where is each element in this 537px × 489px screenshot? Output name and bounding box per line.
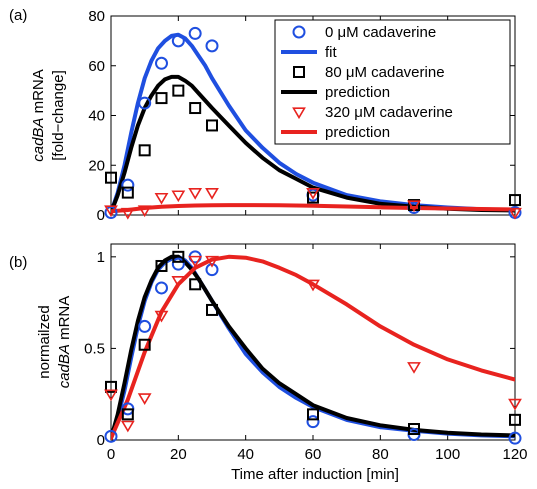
x-tick-label: 0 — [107, 446, 115, 463]
data-point-circle — [104, 206, 118, 220]
data-point-triangle-down — [154, 310, 169, 323]
y-axis-label: normailzed — [36, 305, 53, 378]
data-point-square — [206, 303, 218, 316]
data-point-circle — [188, 26, 202, 40]
panel-label: (a) — [9, 7, 27, 24]
data-point-circle — [508, 431, 522, 445]
data-point-square — [206, 119, 218, 132]
data-point-circle — [155, 56, 168, 70]
data-point-square — [105, 171, 117, 184]
plot-frame — [110, 243, 516, 441]
legend: 0 μM cadaverine fit 80 μM cadaverine predic… — [274, 19, 511, 145]
legend-label: 80 μM cadaverine — [325, 64, 445, 81]
data-point-square — [138, 338, 151, 351]
y-tick-label: 60 — [88, 58, 105, 75]
data-point-triangle-down — [188, 187, 203, 200]
legend-marker — [292, 107, 306, 120]
x-tick-label: 20 — [170, 446, 187, 463]
y-tick-label: 0 — [97, 207, 105, 224]
legend-label: 320 μM cadaverine — [325, 104, 453, 121]
data-point-triangle-down — [137, 393, 152, 405]
data-point-circle — [138, 319, 152, 333]
data-point-triangle-down — [205, 187, 219, 200]
y-tick-label: 80 — [88, 8, 105, 25]
legend-label: prediction — [325, 84, 390, 101]
legend-box — [274, 19, 511, 145]
y-tick-label: 0 — [97, 432, 105, 449]
data-point-triangle-down — [120, 420, 135, 433]
data-point-triangle-down — [137, 205, 152, 218]
data-point-triangle-down — [306, 187, 320, 200]
data-point-square — [121, 186, 134, 199]
data-point-circle — [306, 415, 320, 429]
data-point-triangle-down — [104, 389, 118, 402]
data-point-triangle-down — [120, 207, 135, 220]
data-point-circle — [104, 429, 118, 443]
series-line — [111, 203, 515, 214]
data-point-square — [509, 413, 521, 426]
data-point-circle — [155, 281, 168, 295]
y-axis-label: cadBA mRNA — [56, 296, 73, 389]
data-point-triangle-down — [171, 275, 186, 288]
data-point-square — [155, 259, 168, 272]
data-point-square — [172, 250, 185, 263]
legend-marker — [292, 25, 306, 39]
panel-b: 0 20 40 60 80 100 120 0 0.5 1 (b) normailzed cadBA m… — [9, 243, 528, 483]
series-group — [111, 32, 515, 215]
y-axis-label: cadBA mRNA — [30, 69, 47, 162]
data-point-square — [172, 84, 185, 97]
x-tick-label: 60 — [305, 446, 322, 463]
data-point-square — [155, 92, 168, 105]
y-tick-label: 0.5 — [84, 340, 105, 357]
y-axis-label: [fold−change] — [50, 70, 67, 161]
data-point-square — [307, 191, 319, 204]
series-group — [111, 254, 515, 440]
data-point-circle — [171, 257, 185, 271]
data-point-square — [509, 194, 521, 207]
data-point-triangle-down — [407, 362, 421, 374]
data-point-circle — [138, 96, 152, 110]
data-point-triangle-down — [188, 255, 203, 268]
legend-label: fit — [325, 44, 338, 61]
legend-label: prediction — [325, 124, 390, 141]
series-line — [111, 74, 515, 215]
data-point-square — [408, 423, 420, 436]
x-tick-label: 40 — [237, 446, 254, 463]
y-tick-label: 40 — [88, 108, 105, 125]
data-point-circle — [121, 178, 135, 192]
data-point-square — [138, 144, 151, 157]
x-tick-label: 120 — [502, 446, 527, 463]
data-point-triangle-down — [154, 192, 169, 205]
data-point-triangle-down — [104, 205, 118, 218]
data-point-square — [105, 380, 117, 393]
data-point-triangle-down — [306, 279, 320, 292]
data-point-triangle-down — [171, 190, 186, 203]
data-point-circle — [205, 39, 219, 53]
data-point-square — [307, 408, 319, 421]
series-line — [111, 32, 515, 215]
panel-label: (b) — [9, 254, 27, 271]
panel-a: 0 20 40 60 80 (a) cadBA mRNA [fold−change] 0 μM … — [9, 7, 522, 224]
data-point-circle — [171, 34, 185, 48]
series-line — [111, 254, 515, 440]
data-point-triangle-down — [205, 255, 219, 268]
y-tick-label: 20 — [88, 157, 105, 174]
data-point-triangle-down — [508, 207, 522, 220]
data-point-square — [189, 102, 202, 115]
data-point-square — [189, 278, 202, 291]
data-point-triangle-down — [508, 398, 522, 411]
x-axis-label: Time after induction [min] — [231, 466, 399, 483]
data-point-circle — [205, 263, 219, 277]
series-line — [111, 254, 515, 440]
legend-marker — [293, 66, 305, 78]
x-tick-label: 80 — [372, 446, 389, 463]
data-point-triangle-down — [407, 200, 421, 213]
y-tick-label: 1 — [97, 249, 105, 266]
data-point-square — [121, 408, 134, 421]
x-tick-label: 100 — [435, 446, 460, 463]
legend-label: 0 μM cadaverine — [325, 24, 436, 41]
